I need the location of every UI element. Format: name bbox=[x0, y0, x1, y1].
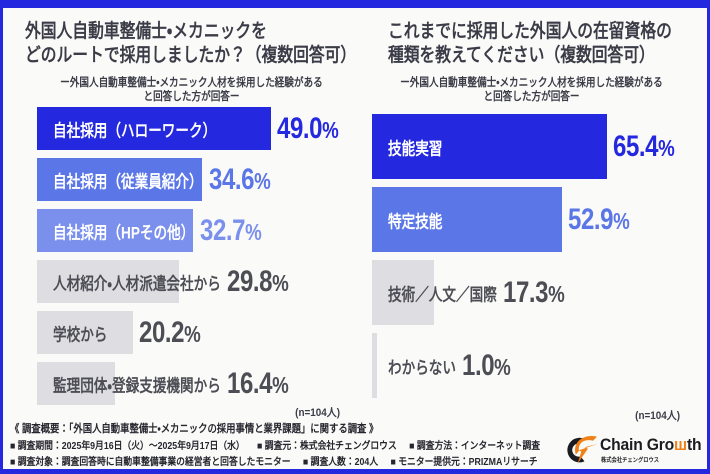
bar-rows: 技能実習 65.4% 特定技能 52.9% 技術／人文／国際 17.3% わからない 1.0% bbox=[372, 114, 690, 406]
bar-value-label: 49.0% bbox=[277, 111, 339, 146]
value-number: 1.0 bbox=[462, 348, 495, 382]
survey-overview-heading: 《 調査概要：「外国人自動車整備士・メカニックの採用事情と業界課題」に関する調査… bbox=[10, 423, 379, 435]
percent-sign: % bbox=[658, 134, 675, 161]
bar-value-label: 32.7% bbox=[200, 213, 262, 248]
bar-value-label: 34.6% bbox=[208, 162, 271, 197]
frame-right-border bbox=[707, 0, 710, 474]
percent-sign: % bbox=[253, 167, 271, 194]
bar bbox=[37, 158, 203, 201]
bar-row: わからない 1.0% bbox=[372, 333, 690, 398]
bar-category-label: 自社採用（従業員紹介） bbox=[53, 172, 203, 191]
bar-category-label: 特定技能 bbox=[388, 212, 443, 231]
bar-category-label: 技術／人文／国際 bbox=[388, 285, 497, 304]
bar-category-label: 監理団体・登録支援機関から bbox=[53, 376, 221, 395]
bar-row: 技能実習 65.4% bbox=[372, 114, 690, 179]
bar-row: 特定技能 52.9% bbox=[372, 187, 690, 252]
chart-title: 外国人自動車整備士・メカニックを どのルートで採用しましたか？（複数回答可） bbox=[25, 20, 356, 68]
bar bbox=[37, 260, 180, 303]
bar-value-label: 16.4% bbox=[226, 366, 289, 401]
percent-sign: % bbox=[271, 371, 289, 398]
chart-subtitle-line-1: ー外国人自動車整備士・メカニック人材を採用した経験がある bbox=[399, 77, 663, 89]
frame-bottom-bar bbox=[0, 469, 710, 474]
percent-sign: % bbox=[547, 280, 565, 307]
value-number: 49.0 bbox=[277, 111, 323, 145]
survey-details-line-2: ■ 調査対象：調査回答時に自動車整備事業の経営者と回答したモニター ■ 調査人数… bbox=[10, 453, 550, 468]
logo-wordmark-part-2: th bbox=[686, 436, 702, 454]
bar-category-label: 自社採用（HPその他） bbox=[53, 223, 195, 242]
percent-sign: % bbox=[494, 353, 511, 380]
percent-sign: % bbox=[245, 218, 262, 245]
frame-left-border bbox=[0, 0, 3, 474]
bar-value-label: 52.9% bbox=[568, 202, 630, 237]
bar-row: 人材紹介・人材派遣会社から 29.8% bbox=[37, 260, 350, 303]
chart-subtitle-line-1: ー外国人自動車整備士・メカニック人材を採用した経験がある bbox=[60, 77, 323, 89]
bar-category-label: 自社採用（ハローワーク） bbox=[53, 121, 217, 140]
percent-sign: % bbox=[322, 116, 339, 143]
bar-row: 学校から 20.2% bbox=[37, 311, 350, 354]
value-number: 65.4 bbox=[613, 129, 659, 163]
survey-details-line-1: ■ 調査期間：2025年9月16日（火）〜2025年9月17日（水） ■ 調査元… bbox=[10, 437, 552, 452]
chart-title-line-2: 種類を教えてください（複数回答可） bbox=[388, 45, 655, 66]
logo-wordmark: Chain Groшth bbox=[600, 436, 702, 455]
bar bbox=[372, 114, 607, 179]
value-number: 17.3 bbox=[502, 275, 549, 309]
logo-w-glyph: ш bbox=[674, 436, 687, 454]
chart-subtitle-line-2: と回答した方が回答ー bbox=[143, 90, 240, 103]
chart-subtitle: ー外国人自動車整備士・メカニック人材を採用した経験がある と回答した方が回答ー bbox=[372, 77, 690, 104]
bar-value-label: 1.0% bbox=[462, 348, 511, 383]
chart-subtitle: ー外国人自動車整備士・メカニック人材を採用した経験がある と回答した方が回答ー bbox=[37, 77, 346, 104]
bar-category-label: 学校から bbox=[53, 325, 108, 344]
bar-category-label: 人材紹介・人材派遣会社から bbox=[53, 274, 221, 293]
logo-wordmark-part-1: Chain Gro bbox=[600, 436, 675, 454]
chart-title-line-1: これまでに採用した外国人の在留資格の bbox=[388, 21, 672, 42]
frame-top-bar bbox=[0, 0, 710, 8]
percent-sign: % bbox=[184, 320, 202, 347]
bar-value-label: 65.4% bbox=[613, 129, 675, 164]
bar-row: 自社採用（従業員紹介） 34.6% bbox=[37, 158, 350, 201]
bar-row: 自社採用（HPその他） 32.7% bbox=[37, 209, 350, 252]
chain-growth-logo-icon bbox=[567, 436, 598, 464]
chart-title-line-2: どのルートで採用しましたか？（複数回答可） bbox=[25, 45, 357, 66]
bar bbox=[37, 209, 194, 252]
survey-method: ■ 調査方法：インターネット調査 bbox=[409, 441, 541, 452]
bar bbox=[37, 311, 134, 354]
chart-title: これまでに採用した外国人の在留資格の 種類を教えてください（複数回答可） bbox=[388, 20, 672, 68]
bar-row: 自社採用（ハローワーク） 49.0% bbox=[37, 107, 350, 150]
bar bbox=[372, 260, 435, 325]
bar-row: 技術／人文／国際 17.3% bbox=[372, 260, 690, 325]
value-number: 29.8 bbox=[226, 264, 273, 298]
logo-company-name: 株式会社チェングロウス bbox=[601, 458, 660, 464]
company-logo: Chain Groшth 株式会社チェングロウス bbox=[563, 434, 703, 466]
value-number: 52.9 bbox=[568, 202, 614, 236]
percent-sign: % bbox=[613, 207, 630, 234]
bar-category-label: 技能実習 bbox=[388, 139, 443, 158]
chart-subtitle-line-2: と回答した方が回答ー bbox=[482, 90, 580, 103]
bar bbox=[372, 333, 377, 398]
bar bbox=[37, 362, 116, 405]
percent-sign: % bbox=[271, 269, 289, 296]
bar-row: 監理団体・登録支援機関から 16.4% bbox=[37, 362, 350, 405]
bar-category-label: わからない bbox=[388, 358, 456, 377]
survey-monitor-provider: ■ モニター提供元：PRIZMAリサーチ bbox=[390, 457, 538, 468]
survey-source: ■ 調査元：株式会社チェングロウス bbox=[257, 441, 397, 452]
bar bbox=[372, 187, 563, 252]
bar-rows: 自社採用（ハローワーク） 49.0% 自社採用（従業員紹介） 34.6% 自社採用（HP… bbox=[37, 107, 350, 413]
sample-size-note: (n=104人) bbox=[635, 410, 680, 422]
bar-value-label: 29.8% bbox=[226, 264, 289, 299]
bar-value-label: 17.3% bbox=[502, 275, 565, 310]
survey-target: ■ 調査対象：調査回答時に自動車整備事業の経営者と回答したモニター bbox=[10, 457, 291, 468]
chart-title-line-1: 外国人自動車整備士・メカニックを bbox=[25, 21, 267, 42]
bar-value-label: 20.2% bbox=[139, 315, 202, 350]
value-number: 34.6 bbox=[208, 162, 255, 196]
survey-count: ■ 調査人数：204人 bbox=[302, 457, 379, 468]
survey-period: ■ 調査期間：2025年9月16日（火）〜2025年9月17日（水） bbox=[10, 441, 245, 452]
sample-size-note: (n=104人) bbox=[295, 407, 340, 419]
value-number: 32.7 bbox=[200, 213, 246, 247]
value-number: 16.4 bbox=[226, 366, 273, 400]
value-number: 20.2 bbox=[139, 315, 185, 349]
bar bbox=[37, 107, 271, 150]
